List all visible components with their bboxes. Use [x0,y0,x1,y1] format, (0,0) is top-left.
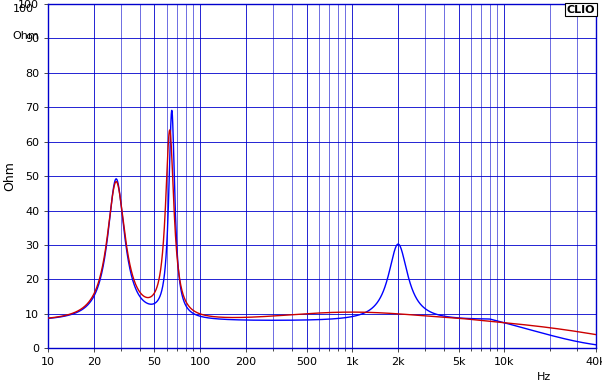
Text: Hz: Hz [537,372,551,382]
Y-axis label: Ohm: Ohm [4,161,17,191]
Text: CLIO: CLIO [566,5,595,15]
Text: 100: 100 [13,4,34,14]
Text: Ohm: Ohm [13,31,39,41]
